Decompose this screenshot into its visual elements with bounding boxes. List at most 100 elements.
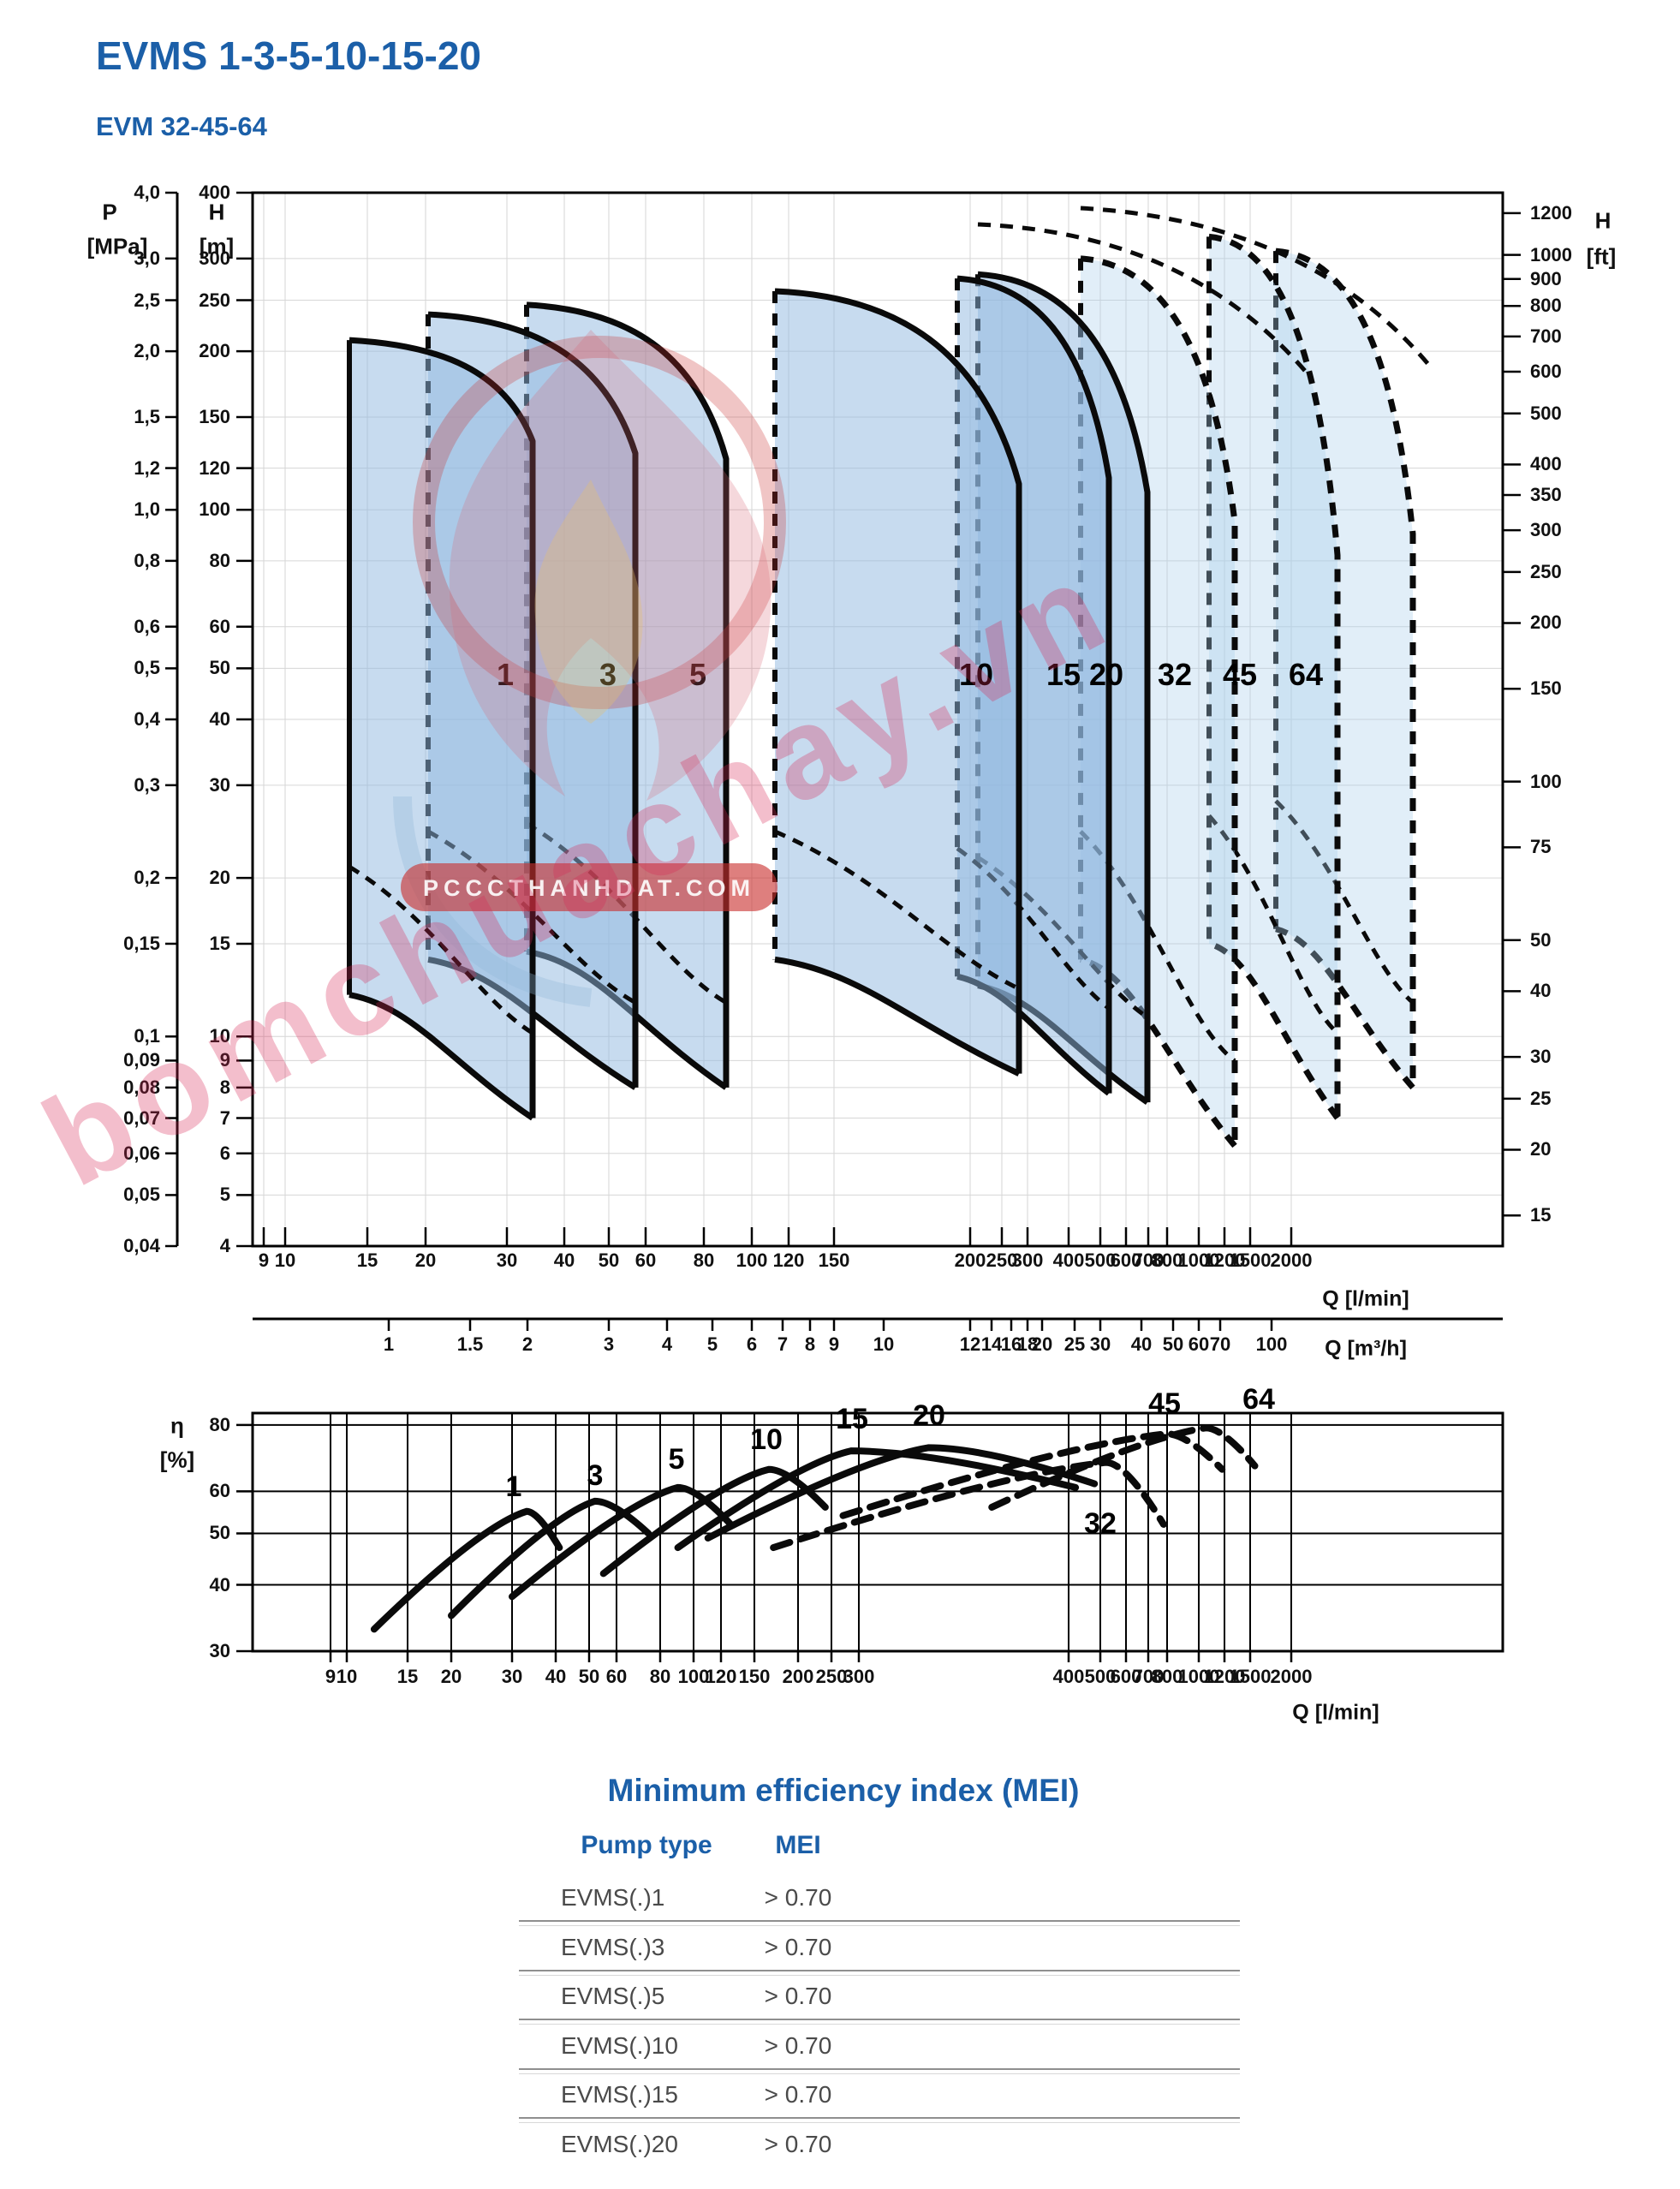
h-ft-tick-label: 75 bbox=[1530, 836, 1552, 858]
q-lmin-tick-label: 500 bbox=[1084, 1250, 1117, 1271]
eff-q-tick-label: 15 bbox=[396, 1666, 419, 1687]
envelope-fill-10 bbox=[775, 291, 1019, 1074]
q-lmin-tick-label: 2000 bbox=[1270, 1250, 1313, 1271]
p-tick-label: 3,0 bbox=[134, 247, 160, 269]
h-ft-tick-label: 40 bbox=[1530, 980, 1552, 1002]
p-tick-label: 1,5 bbox=[134, 405, 160, 427]
eff-q-tick-label: 150 bbox=[738, 1666, 771, 1687]
envelope-top-10 bbox=[774, 288, 1022, 1074]
logo-flame-outer bbox=[449, 330, 771, 801]
q-lmin-tick-label: 30 bbox=[496, 1250, 518, 1271]
p-tick-label: 4,0 bbox=[134, 182, 160, 203]
h-ft-tick-label: 50 bbox=[1530, 928, 1552, 951]
envelope-min-curve-64 bbox=[1274, 799, 1415, 1005]
h-m-tick-label: 100 bbox=[199, 498, 230, 521]
mei-row-pump-type: EVMS(.)3 bbox=[561, 1933, 665, 1960]
q-m3h-tick-label: 10 bbox=[873, 1333, 895, 1355]
q-lmin-tick-label: 80 bbox=[693, 1250, 715, 1271]
p-axis-label: P bbox=[102, 199, 117, 225]
logo-banner-text: PCCCTHANHDAT.COM bbox=[423, 875, 755, 901]
h-ft-tick-label: 100 bbox=[1530, 770, 1562, 792]
eta-tick-label: 50 bbox=[209, 1522, 230, 1544]
q-m3h-tick-label: 5 bbox=[706, 1333, 718, 1355]
h-ft-tick-label: 900 bbox=[1530, 267, 1562, 289]
eta-tick-label: 40 bbox=[209, 1573, 230, 1596]
mei-row-separator bbox=[519, 1969, 1240, 1976]
efficiency-curve-label-45: 45 bbox=[1148, 1387, 1181, 1420]
p-tick-label: 0,1 bbox=[134, 1025, 160, 1047]
q-m3h-tick-label: 3 bbox=[603, 1333, 615, 1355]
q-lmin-tick-label: 60 bbox=[634, 1250, 657, 1271]
eff-q-tick-label: 20 bbox=[440, 1666, 462, 1687]
mei-row-value: > 0.70 bbox=[764, 2081, 832, 2108]
p-tick-label: 0,08 bbox=[123, 1076, 160, 1098]
h-ft-tick-label: 20 bbox=[1530, 1138, 1552, 1160]
h-ft-tick-label: 250 bbox=[1530, 560, 1562, 582]
efficiency-curve-label-15: 15 bbox=[836, 1403, 868, 1435]
page-subtitle: EVM 32-45-64 bbox=[96, 111, 267, 141]
eff-q-tick-label: 120 bbox=[705, 1666, 737, 1687]
h-ft-tick-label: 350 bbox=[1530, 483, 1562, 505]
efficiency-chart-frame bbox=[251, 1411, 1504, 1653]
q-lmin-tick-label: 1000 bbox=[1177, 1250, 1220, 1271]
efficiency-curve-10 bbox=[599, 1465, 829, 1578]
eff-q-tick-label: 40 bbox=[545, 1666, 567, 1687]
envelope-label-15: 15 bbox=[1046, 657, 1081, 692]
q-lmin-axis-label: Q [l/min] bbox=[1322, 1286, 1409, 1311]
envelope-fill-1 bbox=[349, 340, 533, 1118]
eff-q-tick-label: 300 bbox=[843, 1666, 875, 1687]
efficiency-curve-label-3: 3 bbox=[587, 1459, 604, 1492]
q-lmin-tick-label: 200 bbox=[954, 1250, 986, 1271]
h-m-tick-label: 80 bbox=[209, 549, 230, 571]
eff-q-tick-label: 800 bbox=[1151, 1666, 1183, 1687]
efficiency-curve-label-5: 5 bbox=[669, 1443, 685, 1476]
q-lmin-tick-label: 1200 bbox=[1203, 1250, 1246, 1271]
p-tick-label: 0,09 bbox=[123, 1049, 160, 1071]
h-m-tick-label: 200 bbox=[199, 340, 230, 362]
p-axis-unit: [MPa] bbox=[86, 233, 148, 259]
envelope-top-15 bbox=[956, 275, 1112, 1094]
p-tick-label: 0,2 bbox=[134, 867, 160, 889]
q-lmin-tick-label: 15 bbox=[356, 1250, 378, 1271]
q-lmin-tick-label: 10 bbox=[274, 1250, 296, 1271]
q-lmin-tick-label: 20 bbox=[414, 1250, 437, 1271]
envelope-bottom-45 bbox=[1207, 940, 1340, 1120]
q-lmin-tick-label: 1500 bbox=[1229, 1250, 1272, 1271]
q-lmin-tick-label: 100 bbox=[736, 1250, 768, 1271]
logo-swoosh bbox=[393, 796, 593, 1007]
q-m3h-tick-label: 7 bbox=[777, 1333, 789, 1355]
eff-q-tick-label: 1000 bbox=[1177, 1666, 1220, 1687]
q-m3h-tick-label: 20 bbox=[1031, 1333, 1053, 1355]
efficiency-chart: 1 3 5 10 15 20 32 45 64 bbox=[236, 1383, 1504, 1662]
envelope-label-32: 32 bbox=[1158, 657, 1192, 692]
eff-q-tick-label: 1500 bbox=[1229, 1666, 1272, 1687]
efficiency-curve-20 bbox=[704, 1444, 1099, 1542]
envelope-label-64: 64 bbox=[1289, 657, 1323, 692]
eff-q-tick-label: 700 bbox=[1132, 1666, 1165, 1687]
efficiency-curve-64 bbox=[988, 1424, 1259, 1511]
p-tick-label: 0,5 bbox=[134, 657, 160, 679]
envelope-bottom-1 bbox=[349, 992, 534, 1121]
h-ft-tick-label: 300 bbox=[1530, 519, 1562, 541]
q-m3h-tick-label: 60 bbox=[1188, 1333, 1210, 1355]
envelope-min-curve-15 bbox=[956, 846, 1111, 1011]
q-lmin-tick-label: 800 bbox=[1151, 1250, 1183, 1271]
h-m-tick-label: 9 bbox=[219, 1049, 230, 1071]
mei-row-separator bbox=[519, 2019, 1240, 2025]
h-m-tick-label: 30 bbox=[209, 773, 230, 796]
q-m3h-tick-label: 2 bbox=[521, 1333, 533, 1355]
q-m3h-tick-label: 9 bbox=[828, 1333, 840, 1355]
eff-q-tick-label: 1200 bbox=[1203, 1666, 1246, 1687]
envelope-min-curve-1 bbox=[348, 864, 534, 1035]
eff-q-tick-label: 60 bbox=[605, 1666, 628, 1687]
mei-row-value: > 0.70 bbox=[764, 1884, 832, 1911]
envelope-label-20: 20 bbox=[1089, 657, 1123, 692]
h-m-tick-label: 150 bbox=[199, 405, 230, 427]
logo-ring bbox=[413, 336, 786, 709]
q-lmin-tick-label: 600 bbox=[1110, 1250, 1142, 1271]
p-tick-label: 0,04 bbox=[123, 1235, 160, 1256]
h-m-axis-label: H bbox=[208, 199, 225, 225]
h-m-tick-label: 10 bbox=[209, 1025, 230, 1047]
mei-row-separator bbox=[519, 2117, 1240, 2123]
